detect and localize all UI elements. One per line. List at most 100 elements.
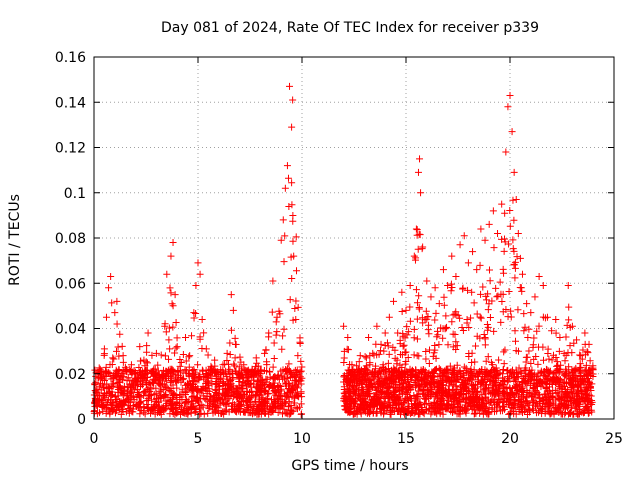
data-point [525, 347, 533, 355]
data-point [289, 316, 297, 324]
data-point [361, 353, 369, 361]
data-point [456, 241, 464, 249]
data-point [190, 314, 198, 322]
data-point [210, 402, 218, 410]
data-point [483, 321, 491, 329]
data-point [553, 362, 561, 370]
data-point [251, 368, 259, 376]
data-point [135, 374, 143, 382]
data-point [502, 306, 510, 314]
data-point [511, 389, 519, 397]
data-point [285, 203, 293, 211]
data-point [227, 384, 235, 392]
data-point [522, 358, 530, 366]
data-point [479, 397, 487, 405]
data-point [285, 360, 293, 368]
data-point [460, 371, 468, 379]
data-point [354, 366, 362, 374]
data-point [481, 334, 489, 342]
data-point [277, 236, 285, 244]
data-point [490, 376, 498, 384]
x-tick-label: 25 [605, 431, 623, 447]
data-point [419, 390, 427, 398]
data-point [216, 401, 224, 409]
data-point [143, 342, 151, 350]
data-point [223, 356, 231, 364]
data-point [169, 410, 177, 418]
data-point [173, 384, 181, 392]
data-point [510, 261, 518, 269]
data-point [443, 365, 451, 373]
data-point [155, 395, 163, 403]
data-point [188, 397, 196, 405]
data-point [409, 368, 417, 376]
data-point [500, 360, 508, 368]
data-point [478, 366, 486, 374]
data-point [500, 348, 508, 356]
data-point [275, 307, 283, 315]
data-point [524, 334, 532, 342]
data-point [360, 405, 368, 413]
data-point [486, 313, 494, 321]
data-point [436, 410, 444, 418]
data-point [117, 373, 125, 381]
data-point [431, 346, 439, 354]
data-point [555, 347, 563, 355]
data-point [542, 400, 550, 408]
data-point [107, 375, 115, 383]
data-point [167, 399, 175, 407]
data-point [250, 369, 258, 377]
data-point [172, 344, 180, 352]
x-tick-label: 5 [194, 431, 203, 447]
data-point [494, 370, 502, 378]
data-point [198, 344, 206, 352]
data-point [344, 366, 352, 374]
data-point [227, 326, 235, 334]
data-point [113, 398, 121, 406]
data-point [489, 207, 497, 215]
data-point [497, 290, 505, 298]
data-point [141, 410, 149, 418]
data-point [573, 398, 581, 406]
data-point [181, 381, 189, 389]
data-point [531, 293, 539, 301]
data-point [481, 388, 489, 396]
data-point [406, 303, 414, 311]
data-point [570, 374, 578, 382]
data-point [347, 395, 355, 403]
data-point [577, 369, 585, 377]
data-point [107, 272, 115, 280]
data-point [293, 267, 301, 275]
data-point [289, 237, 297, 245]
data-point [477, 391, 485, 399]
data-point [565, 363, 573, 371]
data-point [410, 252, 418, 260]
data-point [581, 340, 589, 348]
data-point [279, 332, 287, 340]
data-point [565, 401, 573, 409]
data-point [453, 386, 461, 394]
data-point [500, 405, 508, 413]
data-point [452, 272, 460, 280]
data-point [442, 387, 450, 395]
data-point [216, 376, 224, 384]
data-point [459, 406, 467, 414]
data-point [287, 385, 295, 393]
data-point [182, 357, 190, 365]
data-point [398, 288, 406, 296]
data-point [511, 327, 519, 335]
data-point [583, 348, 591, 356]
data-point [530, 371, 538, 379]
data-point [99, 396, 107, 404]
data-point [540, 397, 548, 405]
data-point [491, 375, 499, 383]
data-point [353, 380, 361, 388]
data-point [395, 396, 403, 404]
data-point [451, 370, 459, 378]
data-point [505, 410, 513, 418]
data-point [217, 366, 225, 374]
data-point [210, 366, 218, 374]
data-point [548, 377, 556, 385]
data-point [499, 366, 507, 374]
data-point [488, 388, 496, 396]
